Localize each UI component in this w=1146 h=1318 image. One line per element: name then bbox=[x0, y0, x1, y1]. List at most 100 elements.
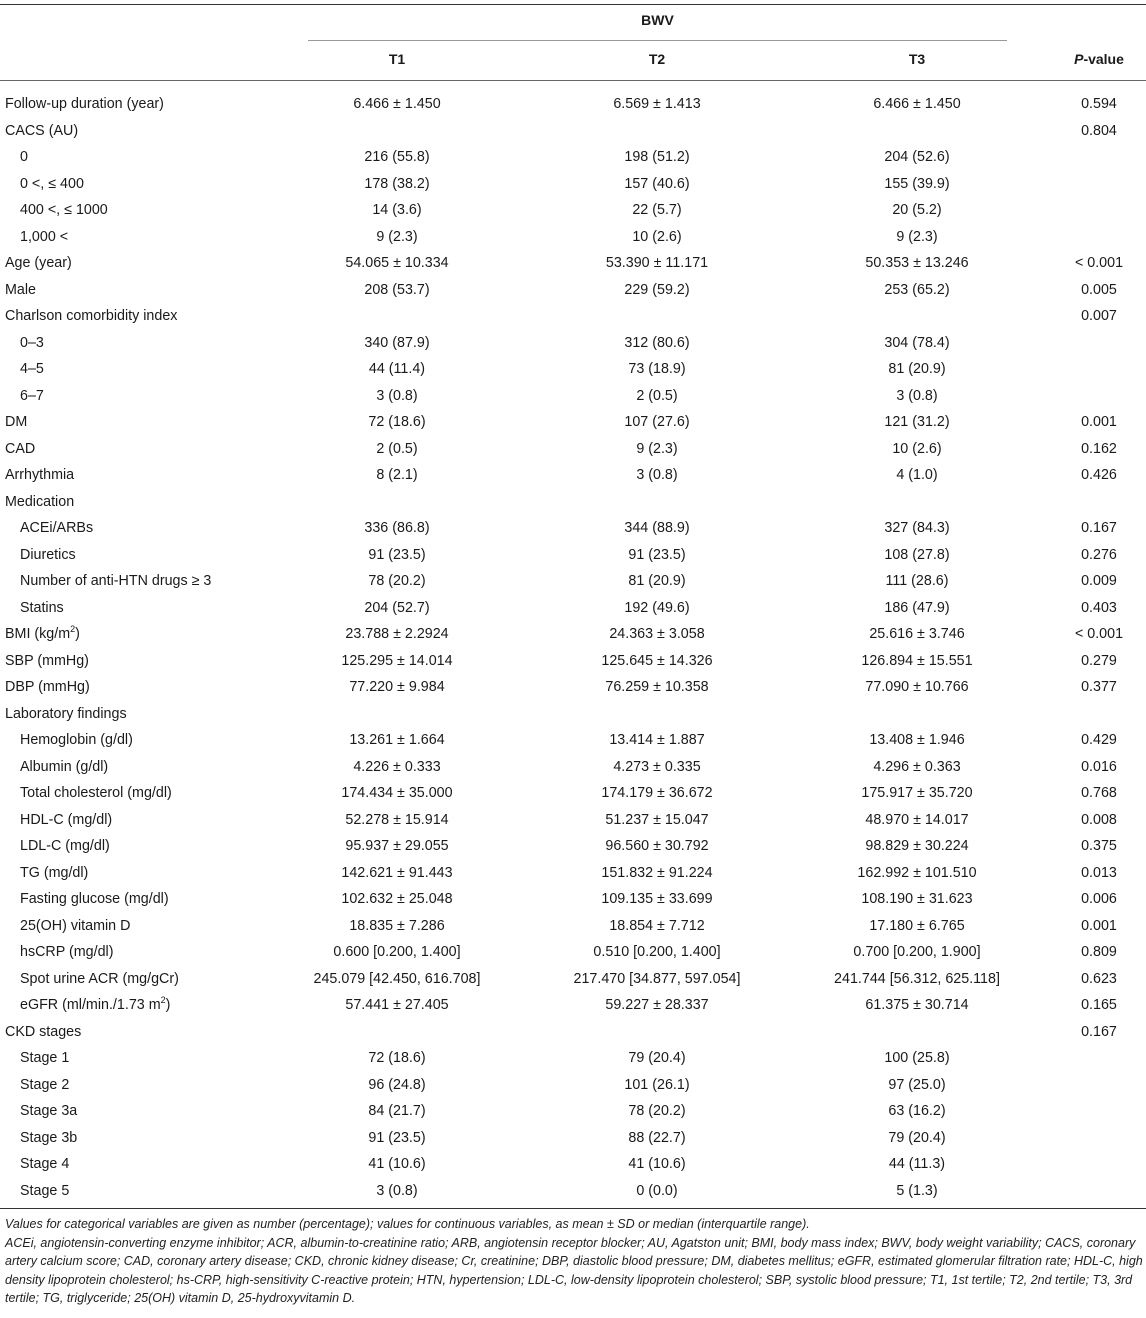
cell-t1: 4.226 ± 0.333 bbox=[353, 758, 441, 775]
cell-t3: 81 (20.9) bbox=[888, 361, 946, 377]
cell-pvalue: 0.006 bbox=[1081, 891, 1117, 907]
table-footnotes: Values for categorical variables are giv… bbox=[5, 1215, 1145, 1308]
cell-t2: 107 (27.6) bbox=[624, 414, 690, 430]
cell-t2: 96.560 ± 30.792 bbox=[605, 838, 709, 854]
table-row: DBP (mmHg) 77.220 ± 9.984 76.259 ± 10.358 7… bbox=[0, 674, 1146, 701]
cell-pvalue: 0.403 bbox=[1081, 599, 1117, 616]
cell-t2: 109.135 ± 33.699 bbox=[601, 891, 713, 907]
row-label: SBP (mmHg) bbox=[5, 648, 89, 675]
cell-t2: 53.390 ± 11.171 bbox=[605, 255, 709, 271]
row-label: Charlson comorbidity index bbox=[5, 303, 177, 330]
table-row: Laboratory findings bbox=[0, 701, 1146, 728]
row-label: CAD bbox=[5, 436, 35, 463]
table-row: Stage 3b 91 (23.5) 88 (22.7) 79 (20.4) bbox=[0, 1125, 1146, 1152]
cell-t1: 142.621 ± 91.443 bbox=[341, 864, 453, 881]
cell-t2: 0 (0.0) bbox=[636, 1182, 678, 1199]
row-label-text: 0–3 bbox=[20, 334, 44, 351]
row-label: Follow-up duration (year) bbox=[5, 91, 164, 118]
table-row: Albumin (g/dl) 4.226 ± 0.333 4.273 ± 0.335… bbox=[0, 754, 1146, 781]
cell-t1: 340 (87.9) bbox=[364, 334, 430, 351]
cell-t3: 97 (25.0) bbox=[888, 1076, 946, 1093]
row-label-text: Stage 1 bbox=[20, 1050, 70, 1066]
row-label: Arrhythmia bbox=[5, 462, 74, 489]
cell-t3: 13.408 ± 1.946 bbox=[869, 732, 965, 748]
cell-t3: 9 (2.3) bbox=[896, 228, 938, 245]
row-label: Laboratory findings bbox=[5, 701, 127, 728]
cell-t1: 44 (11.4) bbox=[368, 361, 426, 377]
cell-pvalue: < 0.001 bbox=[1074, 255, 1124, 271]
row-label-text: SBP (mmHg) bbox=[5, 652, 89, 669]
row-label-text: 4–5 bbox=[20, 361, 44, 377]
row-label-text: CACS (AU) bbox=[5, 122, 79, 139]
cell-t1: 2 (0.5) bbox=[376, 440, 418, 457]
cell-pvalue: 0.426 bbox=[1081, 467, 1117, 483]
row-label-text: DM bbox=[5, 414, 28, 430]
row-label-text: 0 <, ≤ 400 bbox=[20, 175, 84, 192]
cell-pvalue: 0.009 bbox=[1081, 573, 1117, 589]
cell-t3: 5 (1.3) bbox=[896, 1182, 938, 1199]
row-label: Stage 1 bbox=[20, 1045, 69, 1072]
row-label: Stage 3a bbox=[20, 1098, 77, 1125]
row-label: DBP (mmHg) bbox=[5, 674, 90, 701]
row-label: Stage 2 bbox=[20, 1072, 69, 1099]
cell-t3: 44 (11.3) bbox=[888, 1156, 946, 1172]
cell-t2: 125.645 ± 14.326 bbox=[601, 652, 713, 669]
cell-t1: 14 (3.6) bbox=[372, 202, 422, 218]
cell-t2: 78 (20.2) bbox=[628, 1103, 686, 1119]
row-label-text: 6–7 bbox=[20, 387, 44, 404]
row-label-text: ACEi/ARBs bbox=[20, 520, 94, 536]
cell-t3: 162.992 ± 101.510 bbox=[857, 864, 977, 881]
table-row: TG (mg/dl) 142.621 ± 91.443 151.832 ± 91.2… bbox=[0, 860, 1146, 887]
row-label: 4–5 bbox=[20, 356, 44, 383]
table-row: CACS (AU) 0.804 bbox=[0, 118, 1146, 145]
row-label-text: Charlson comorbidity index bbox=[5, 308, 178, 324]
cell-t2: 6.569 ± 1.413 bbox=[613, 96, 701, 112]
cell-t3: 79 (20.4) bbox=[888, 1129, 946, 1146]
cell-t2: 79 (20.4) bbox=[628, 1050, 686, 1066]
row-label: BMI (kg/m2) bbox=[5, 621, 80, 648]
cell-t1: 77.220 ± 9.984 bbox=[349, 679, 445, 695]
cell-t1: 174.434 ± 35.000 bbox=[341, 785, 453, 801]
cell-t2: 13.414 ± 1.887 bbox=[609, 732, 705, 748]
table-row: 0–3 340 (87.9) 312 (80.6) 304 (78.4) bbox=[0, 330, 1146, 357]
cell-t3: 61.375 ± 30.714 bbox=[865, 997, 969, 1013]
cell-t3: 25.616 ± 3.746 bbox=[869, 626, 965, 642]
cell-t3: 327 (84.3) bbox=[884, 520, 950, 536]
table-row: Male 208 (53.7) 229 (59.2) 253 (65.2) 0.005 bbox=[0, 277, 1146, 304]
cell-t2: 59.227 ± 28.337 bbox=[605, 997, 709, 1013]
cell-t3: 4 (1.0) bbox=[896, 467, 938, 483]
cell-t2: 4.273 ± 0.335 bbox=[613, 758, 701, 775]
row-label-text: CKD stages bbox=[5, 1023, 82, 1040]
table-row: Age (year) 54.065 ± 10.334 53.390 ± 11.171… bbox=[0, 250, 1146, 277]
table-row: Stage 2 96 (24.8) 101 (26.1) 97 (25.0) bbox=[0, 1072, 1146, 1099]
table-body: Follow-up duration (year) 6.466 ± 1.450 6.… bbox=[0, 91, 1146, 1204]
row-label-text: BMI (kg/m bbox=[5, 626, 71, 642]
cell-t3: 50.353 ± 13.246 bbox=[865, 255, 969, 271]
table-row: Fasting glucose (mg/dl) 102.632 ± 25.048 1… bbox=[0, 886, 1146, 913]
cell-t1: 13.261 ± 1.664 bbox=[349, 732, 445, 748]
row-label-text: hsCRP (mg/dl) bbox=[20, 944, 114, 960]
cell-t1: 9 (2.3) bbox=[376, 228, 418, 245]
row-label-superscript: 2 bbox=[70, 624, 76, 635]
row-label-text: HDL-C (mg/dl) bbox=[20, 811, 113, 828]
cell-pvalue: 0.623 bbox=[1081, 970, 1117, 987]
cell-t2: 198 (51.2) bbox=[624, 149, 690, 165]
row-label: Spot urine ACR (mg/gCr) bbox=[20, 966, 179, 993]
cell-t2: 3 (0.8) bbox=[636, 467, 678, 483]
cell-t3: 175.917 ± 35.720 bbox=[861, 785, 973, 801]
cell-t1: 57.441 ± 27.405 bbox=[345, 997, 449, 1013]
row-label: LDL-C (mg/dl) bbox=[20, 833, 110, 860]
cell-t1: 8 (2.1) bbox=[376, 467, 418, 483]
row-label: Number of anti-HTN drugs ≥ 3 bbox=[20, 568, 211, 595]
row-label-text: Male bbox=[5, 281, 36, 298]
cell-pvalue: 0.007 bbox=[1081, 308, 1117, 324]
table-row: ACEi/ARBs 336 (86.8) 344 (88.9) 327 (84.3) 0… bbox=[0, 515, 1146, 542]
cell-t1: 18.835 ± 7.286 bbox=[349, 917, 445, 934]
row-label-text: TG (mg/dl) bbox=[20, 864, 89, 881]
cell-t1: 72 (18.6) bbox=[368, 414, 426, 430]
table-row: 4–5 44 (11.4) 73 (18.9) 81 (20.9) bbox=[0, 356, 1146, 383]
cell-t2: 0.510 [0.200, 1.400] bbox=[593, 944, 721, 960]
cell-t1: 216 (55.8) bbox=[364, 149, 430, 165]
row-label-suffix: ) bbox=[75, 626, 80, 642]
cell-pvalue: < 0.001 bbox=[1074, 626, 1124, 642]
